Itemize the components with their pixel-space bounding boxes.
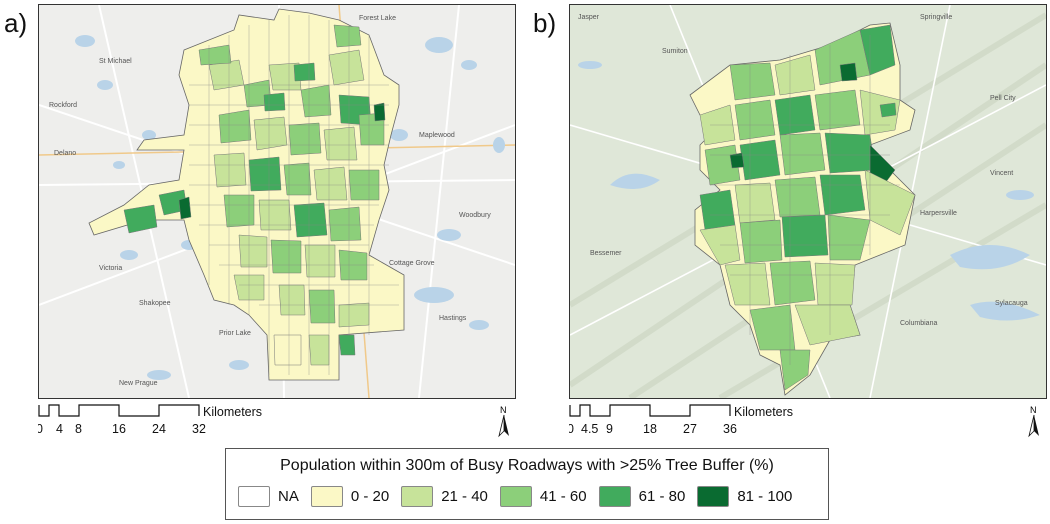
legend-title: Population within 300m of Busy Roadways …: [280, 457, 774, 474]
svg-text:Sylacauga: Sylacauga: [995, 300, 1028, 307]
legend-item-41-60: 41 - 60: [499, 486, 587, 507]
legend-swatch: [401, 486, 434, 507]
svg-text:Woodbury: Woodbury: [459, 212, 491, 219]
svg-text:Prior Lake: Prior Lake: [219, 330, 251, 337]
svg-text:Columbiana: Columbiana: [900, 320, 937, 327]
scale-b-tick-0: 0: [569, 422, 574, 436]
svg-text:Victoria: Victoria: [99, 265, 122, 272]
svg-text:New Prague: New Prague: [119, 380, 158, 387]
svg-text:Pell City: Pell City: [990, 95, 1016, 102]
scale-b-tick-3: 18: [643, 422, 657, 436]
scale-b-tick-5: 36: [723, 422, 737, 436]
svg-text:Cottage Grove: Cottage Grove: [389, 260, 435, 267]
legend-swatch: [598, 486, 631, 507]
scale-a-tick-5: 32: [192, 422, 206, 436]
map-a-canvas: St Michael Rockford Delano Maplewood Woodbu…: [39, 5, 515, 398]
scalebar-a: 0 4 8 16 24 32 Kilometers: [38, 404, 262, 436]
legend-label: 81 - 100: [737, 488, 793, 505]
scale-b-tick-2: 9: [606, 422, 613, 436]
legend-swatch: [310, 486, 343, 507]
scale-a-tick-1: 4: [56, 422, 63, 436]
legend-label: 0 - 20: [350, 488, 390, 505]
scalebar-b: 0 4.5 9 18 27 36 Kilometers: [569, 404, 793, 436]
svg-text:Forest Lake: Forest Lake: [359, 15, 396, 22]
north-arrow-a-label: N: [500, 405, 507, 415]
legend-swatch: [238, 486, 270, 507]
legend-item-na: NA: [238, 486, 299, 507]
legend-item-81-100: 81 - 100: [697, 486, 792, 507]
scale-a-tick-4: 24: [152, 422, 166, 436]
svg-text:Springville: Springville: [920, 14, 952, 21]
north-arrow-a-icon: N: [498, 405, 509, 438]
scale-a-unit: Kilometers: [203, 405, 262, 419]
legend-swatch: [697, 486, 730, 507]
legend-items: NA 0 - 20 21 - 40 41 - 60 61 - 80 81 - 1…: [238, 486, 804, 507]
legend-item-0-20: 0 - 20: [310, 486, 390, 507]
panel-label-b: b): [533, 8, 557, 38]
map-b[interactable]: Jasper Sumiton Springville Pell City Harper…: [569, 4, 1047, 399]
svg-text:Bessemer: Bessemer: [590, 250, 622, 257]
map-a[interactable]: St Michael Rockford Delano Maplewood Woodbu…: [38, 4, 516, 399]
svg-text:Jasper: Jasper: [578, 14, 600, 21]
map-b-place-labels: Jasper Sumiton Springville Pell City Harper…: [578, 14, 1028, 327]
legend-label: 41 - 60: [539, 488, 587, 505]
svg-text:Rockford: Rockford: [49, 102, 77, 109]
north-arrow-b-icon: N: [1028, 405, 1039, 438]
scale-b-tick-4: 27: [683, 422, 697, 436]
legend-label: 21 - 40: [441, 488, 488, 505]
legend-label: NA: [278, 488, 299, 505]
svg-text:Maplewood: Maplewood: [419, 132, 455, 139]
panel-label-a: a): [4, 8, 28, 38]
map-a-place-labels: St Michael Rockford Delano Maplewood Woodbu…: [49, 15, 491, 387]
svg-text:Shakopee: Shakopee: [139, 300, 171, 307]
svg-text:Sumiton: Sumiton: [662, 48, 688, 55]
legend-swatch: [499, 486, 532, 507]
map-b-water: [578, 61, 1040, 321]
map-b-canvas: Jasper Sumiton Springville Pell City Harper…: [570, 5, 1046, 398]
legend: Population within 300m of Busy Roadways …: [225, 448, 829, 520]
map-b-tract-boundaries: [710, 35, 900, 365]
svg-text:Vincent: Vincent: [990, 170, 1013, 177]
legend-item-21-40: 21 - 40: [401, 486, 488, 507]
scale-b-unit: Kilometers: [734, 405, 793, 419]
scale-a-tick-0: 0: [38, 422, 43, 436]
map-a-tracts: [123, 24, 386, 366]
svg-text:Delano: Delano: [54, 150, 76, 157]
map-a-tract-boundaries: [189, 15, 399, 375]
scale-a-tick-3: 16: [112, 422, 126, 436]
scale-a-tick-2: 8: [75, 422, 82, 436]
scale-b-tick-1: 4.5: [581, 422, 598, 436]
legend-label: 61 - 80: [638, 488, 686, 505]
legend-item-61-80: 61 - 80: [598, 486, 686, 507]
svg-text:St Michael: St Michael: [99, 58, 132, 65]
north-arrow-b-label: N: [1030, 405, 1037, 415]
map-a-water: [75, 35, 505, 380]
svg-text:Hastings: Hastings: [439, 315, 467, 322]
svg-text:Harpersville: Harpersville: [920, 210, 957, 217]
